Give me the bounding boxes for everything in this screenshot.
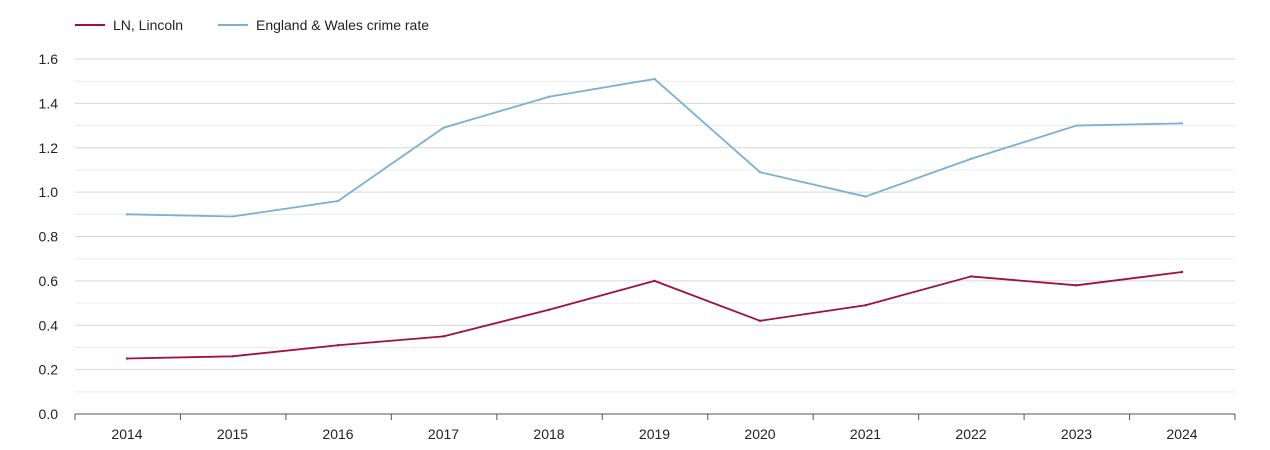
data-point xyxy=(1180,122,1184,125)
series-lines xyxy=(125,77,1184,360)
x-tick-label: 2018 xyxy=(533,426,564,442)
y-tick-label: 1.2 xyxy=(39,140,59,156)
data-point xyxy=(653,279,656,283)
data-point xyxy=(969,157,973,161)
x-tick-label: 2016 xyxy=(322,426,353,442)
data-point xyxy=(758,170,762,174)
data-point xyxy=(125,357,129,360)
y-tick-label: 0.4 xyxy=(39,317,59,333)
y-tick-label: 0.2 xyxy=(39,362,59,378)
legend-label: England & Wales crime rate xyxy=(256,17,429,33)
legend-label: LN, Lincoln xyxy=(113,17,183,33)
y-tick-label: 0.0 xyxy=(39,406,59,422)
data-point xyxy=(442,126,445,129)
data-point xyxy=(1075,124,1078,127)
data-point xyxy=(864,195,867,198)
x-tick-label: 2017 xyxy=(428,426,459,442)
x-tick-label: 2020 xyxy=(744,426,775,442)
x-tick-label: 2024 xyxy=(1166,426,1197,442)
x-tick-label: 2023 xyxy=(1061,426,1092,442)
data-point xyxy=(442,335,445,338)
data-point xyxy=(864,304,867,307)
series-line-0 xyxy=(126,271,1183,360)
y-tick-label: 0.8 xyxy=(39,229,59,245)
x-axis-ticks: 2014 2015 2016 2017 2018 2019 2020 2021 2022 2023… xyxy=(74,414,1236,442)
x-tick-label: 2019 xyxy=(639,426,670,442)
data-point xyxy=(125,213,129,216)
x-tick-label: 2021 xyxy=(850,426,881,442)
data-point xyxy=(547,95,551,98)
x-tick-label: 2014 xyxy=(111,426,142,442)
data-point xyxy=(336,344,340,347)
data-point xyxy=(1075,284,1078,287)
x-tick-label: 2015 xyxy=(217,426,248,442)
data-point xyxy=(336,199,340,203)
y-tick-label: 1.6 xyxy=(39,51,59,67)
gridlines xyxy=(75,58,1235,393)
data-point xyxy=(231,355,234,358)
data-point xyxy=(653,77,656,81)
y-axis-ticks: 0.0 0.2 0.4 0.6 0.8 1.0 1.2 1.4 1.6 xyxy=(39,51,59,422)
data-point xyxy=(231,215,234,218)
data-point xyxy=(969,275,973,278)
y-tick-label: 0.6 xyxy=(39,273,59,289)
data-point xyxy=(1180,270,1184,274)
x-tick-label: 2022 xyxy=(955,426,986,442)
data-point xyxy=(758,319,762,323)
chart-legend: LN, Lincoln England & Wales crime rate xyxy=(75,17,429,33)
y-tick-label: 1.4 xyxy=(39,95,59,111)
data-point xyxy=(547,308,551,311)
y-tick-label: 1.0 xyxy=(39,184,59,200)
